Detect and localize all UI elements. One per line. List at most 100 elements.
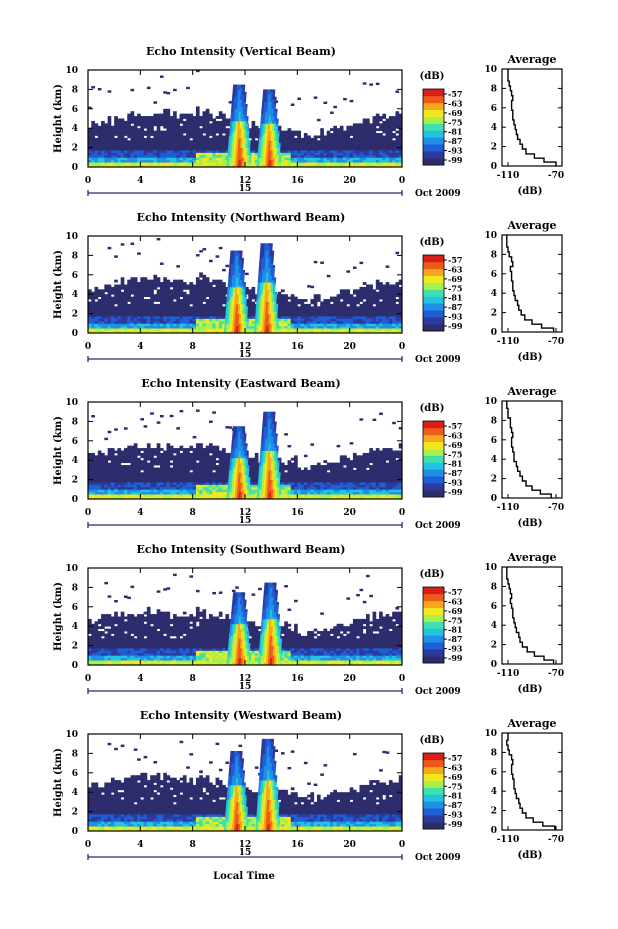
profile-frame: [501, 400, 563, 499]
colorbar-swatch: [423, 649, 444, 657]
profile-line: [506, 401, 552, 498]
colorbar-swatch: [423, 766, 444, 775]
colorbar-swatch: [423, 469, 444, 477]
profile-y-tick-label: 10: [484, 729, 497, 739]
y-tick-label: 6: [72, 437, 78, 447]
x-tick-label: 12: [239, 840, 252, 850]
profile-title: Average: [506, 717, 556, 730]
profile-frame: [501, 566, 563, 665]
day-label: 15: [239, 848, 252, 858]
colorbar-tick-label: -75: [448, 449, 462, 459]
profile-x-label: (dB): [518, 186, 543, 197]
x-axis-label: Local Time: [213, 871, 275, 882]
x-tick-label: 0: [399, 176, 405, 186]
colorbar-tick-label: -93: [448, 478, 463, 488]
panel-1: [87, 68, 563, 196]
y-axis-label: Height (km): [53, 250, 64, 319]
y-tick-label: 8: [72, 583, 78, 593]
convective-cell: [226, 84, 252, 168]
colorbar-tick-label: -81: [448, 459, 462, 469]
x-tick-label: 20: [343, 176, 356, 186]
y-tick-label: 8: [72, 85, 78, 95]
x-tick-label: 20: [343, 674, 356, 684]
date-label: Oct 2009: [415, 189, 461, 199]
colorbar-swatch: [423, 780, 444, 788]
y-tick-label: 6: [72, 271, 78, 281]
y-tick-label: 2: [72, 808, 78, 818]
y-tick-label: 10: [65, 564, 78, 574]
colorbar-tick-label: -75: [448, 615, 462, 625]
colorbar-swatch: [423, 158, 444, 166]
profile-y-tick-label: 4: [491, 289, 497, 299]
profile-y-tick-label: 0: [491, 162, 497, 172]
colorbar-tick-label: -81: [448, 293, 462, 303]
panel-title: Echo Intensity (Eastward Beam): [141, 377, 340, 390]
day-label: 15: [239, 516, 252, 526]
x-tick-label: 8: [190, 508, 196, 518]
x-tick-label: 16: [291, 342, 304, 352]
profile-y-tick-label: 8: [491, 250, 497, 260]
y-tick-label: 4: [72, 290, 78, 300]
colorbar-swatch: [423, 801, 444, 809]
colorbar-unit: (dB): [420, 569, 445, 580]
colorbar-tick-label: -69: [448, 440, 463, 450]
colorbar-tick-label: -69: [448, 772, 463, 782]
colorbar-tick-label: -63: [448, 98, 463, 108]
convective-cell: [224, 750, 249, 832]
echo-heatmap: [88, 69, 403, 168]
colorbar-tick-label: -99: [448, 321, 463, 331]
day-label: 15: [239, 184, 252, 194]
x-tick-label: 0: [85, 674, 91, 684]
y-axis-label: Height (km): [53, 582, 64, 651]
profile-frame: [501, 68, 563, 167]
profile-x-label: (dB): [518, 518, 543, 529]
date-label: Oct 2009: [415, 521, 461, 531]
panel-title: Echo Intensity (Vertical Beam): [146, 45, 336, 58]
panel-4: [87, 566, 563, 694]
profile-line: [507, 69, 557, 166]
colorbar-tick-label: -69: [448, 108, 463, 118]
colorbar-tick-label: -93: [448, 146, 463, 156]
colorbar-swatch: [423, 441, 444, 449]
profile-y-tick-label: 0: [491, 494, 497, 504]
colorbar-swatch: [423, 289, 444, 297]
profile-x-tick-label: -110: [497, 669, 520, 679]
date-label: Oct 2009: [415, 687, 461, 697]
colorbar-tick-label: -87: [448, 634, 462, 644]
colorbar-swatch: [423, 656, 444, 664]
profile-y-tick-label: 10: [484, 563, 497, 573]
x-tick-label: 4: [137, 176, 143, 186]
profile-title: Average: [506, 551, 556, 564]
colorbar-swatch: [423, 109, 444, 117]
profile-y-tick-label: 4: [491, 787, 497, 797]
profile-line: [506, 733, 556, 830]
profile-y-tick-label: 8: [491, 416, 497, 426]
profile-y-tick-label: 4: [491, 455, 497, 465]
panel-5: [87, 732, 563, 860]
profile-x-label: (dB): [518, 850, 543, 861]
panel-title: Echo Intensity (Northward Beam): [137, 211, 346, 224]
profile-title: Average: [506, 219, 556, 232]
profile-y-tick-label: 10: [484, 397, 497, 407]
colorbar-swatch: [423, 815, 444, 823]
profile-y-tick-label: 2: [491, 807, 497, 817]
profile-y-tick-label: 2: [491, 309, 497, 319]
convective-cell: [224, 250, 249, 334]
colorbar-tick-label: -57: [448, 587, 462, 597]
y-tick-label: 4: [72, 622, 78, 632]
colorbar-tick-label: -63: [448, 762, 463, 772]
y-tick-label: 4: [72, 456, 78, 466]
colorbar-swatch: [423, 628, 444, 636]
convective-cell: [256, 89, 282, 168]
y-tick-label: 10: [65, 730, 78, 740]
convective-cell: [226, 592, 252, 666]
colorbar-tick-label: -99: [448, 819, 463, 829]
panel-title: Echo Intensity (Westward Beam): [140, 709, 342, 722]
colorbar-swatch: [423, 310, 444, 318]
colorbar-swatch: [423, 123, 444, 131]
profile-x-tick-label: -70: [548, 835, 564, 845]
x-tick-label: 16: [291, 674, 304, 684]
profile-y-tick-label: 8: [491, 84, 497, 94]
colorbar-swatch: [423, 255, 444, 263]
colorbar-tick-label: -81: [448, 625, 462, 635]
